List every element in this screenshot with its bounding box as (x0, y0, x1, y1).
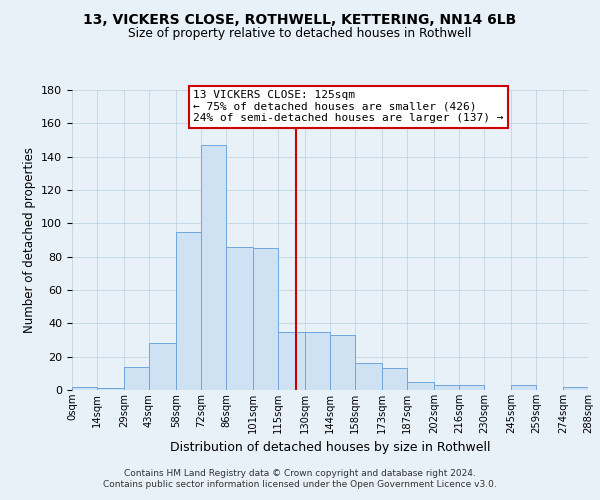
Bar (253, 248, 278, 390)
Bar (434, 385, 459, 390)
Text: Contains HM Land Registry data © Crown copyright and database right 2024.: Contains HM Land Registry data © Crown c… (124, 468, 476, 477)
Bar (201, 145, 226, 390)
Bar (124, 366, 149, 390)
Bar (278, 332, 305, 390)
Bar (382, 368, 407, 390)
Bar (72, 386, 97, 390)
Text: 13, VICKERS CLOSE, ROTHWELL, KETTERING, NN14 6LB: 13, VICKERS CLOSE, ROTHWELL, KETTERING, … (83, 12, 517, 26)
Bar (330, 335, 355, 390)
Bar (305, 332, 330, 390)
Y-axis label: Number of detached properties: Number of detached properties (23, 147, 35, 333)
Bar (149, 344, 176, 390)
Bar (226, 246, 253, 390)
Bar (355, 364, 382, 390)
Text: Size of property relative to detached houses in Rothwell: Size of property relative to detached ho… (128, 28, 472, 40)
Bar (459, 385, 484, 390)
X-axis label: Distribution of detached houses by size in Rothwell: Distribution of detached houses by size … (170, 442, 490, 454)
Bar (563, 386, 588, 390)
Text: Contains public sector information licensed under the Open Government Licence v3: Contains public sector information licen… (103, 480, 497, 489)
Bar (407, 382, 434, 390)
Bar (176, 232, 201, 390)
Text: 13 VICKERS CLOSE: 125sqm
← 75% of detached houses are smaller (426)
24% of semi-: 13 VICKERS CLOSE: 125sqm ← 75% of detach… (193, 90, 504, 123)
Bar (511, 385, 536, 390)
Bar (97, 388, 124, 390)
